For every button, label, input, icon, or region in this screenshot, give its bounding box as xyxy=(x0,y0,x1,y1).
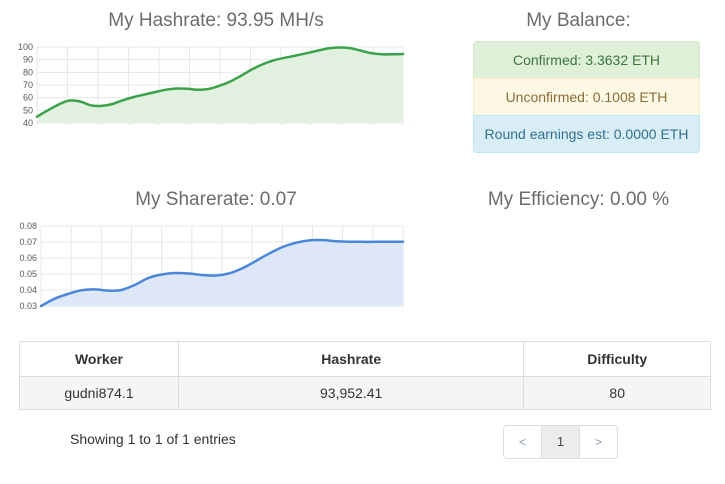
hashrate-panel: My Hashrate: 93.95 MH/s 40 50 60 70 80 90 100 xyxy=(0,0,432,153)
svg-text:0.08: 0.08 xyxy=(19,221,37,231)
efficiency-title: My Efficiency: 0.00 % xyxy=(487,189,670,210)
svg-text:0.06: 0.06 xyxy=(19,253,37,263)
pagination: < 1 > xyxy=(503,425,618,459)
balance-panel: My Balance: Confirmed: 3.3632 ETH Unconf… xyxy=(432,0,725,153)
svg-text:80: 80 xyxy=(23,67,33,77)
svg-text:40: 40 xyxy=(23,118,33,128)
hashrate-chart: 40 50 60 70 80 90 100 xyxy=(18,42,405,128)
efficiency-panel: My Efficiency: 0.00 % xyxy=(432,179,725,312)
workers-table: Worker Hashrate Difficulty gudni874.1 93… xyxy=(19,341,711,410)
column-header-worker[interactable]: Worker xyxy=(19,341,179,377)
balance-round-earnings: Round earnings est: 0.0000 ETH xyxy=(473,115,700,153)
svg-text:0.03: 0.03 xyxy=(19,301,37,311)
table-row: gudni874.1 93,952.41 80 xyxy=(19,376,711,410)
svg-text:0.05: 0.05 xyxy=(19,269,37,279)
workers-table-header: Worker Hashrate Difficulty xyxy=(19,341,711,377)
svg-text:50: 50 xyxy=(23,105,33,115)
balance-list: Confirmed: 3.3632 ETH Unconfirmed: 0.100… xyxy=(473,41,700,153)
worker-hashrate-cell: 93,952.41 xyxy=(177,376,525,410)
table-info-text: Showing 1 to 1 of 1 entries xyxy=(70,431,236,447)
svg-text:70: 70 xyxy=(23,80,33,90)
pagination-prev-button[interactable]: < xyxy=(503,425,542,459)
svg-text:0.07: 0.07 xyxy=(19,237,37,247)
svg-text:60: 60 xyxy=(23,93,33,103)
worker-difficulty-cell: 80 xyxy=(523,376,711,410)
sharerate-title: My Sharerate: 0.07 xyxy=(135,189,297,210)
sharerate-panel: My Sharerate: 0.07 0.03 0.04 0.05 0.06 0.07 0… xyxy=(0,179,432,312)
balance-title: My Balance: xyxy=(526,10,631,31)
column-header-difficulty[interactable]: Difficulty xyxy=(523,341,711,377)
pagination-next-button[interactable]: > xyxy=(579,425,618,459)
svg-text:90: 90 xyxy=(23,55,33,65)
balance-unconfirmed: Unconfirmed: 0.1008 ETH xyxy=(473,78,700,116)
top-row: My Hashrate: 93.95 MH/s 40 50 60 70 80 90 100 … xyxy=(0,0,725,153)
table-footer: Showing 1 to 1 of 1 entries < 1 > xyxy=(0,425,725,459)
pagination-page-1-button[interactable]: 1 xyxy=(541,425,580,459)
hashrate-title: My Hashrate: 93.95 MH/s xyxy=(108,10,324,31)
svg-text:100: 100 xyxy=(18,42,33,52)
second-row: My Sharerate: 0.07 0.03 0.04 0.05 0.06 0.07 0… xyxy=(0,179,725,312)
column-header-hashrate[interactable]: Hashrate xyxy=(177,341,525,377)
sharerate-chart: 0.03 0.04 0.05 0.06 0.07 0.08 xyxy=(19,221,405,311)
svg-text:0.04: 0.04 xyxy=(19,285,37,295)
worker-name-cell: gudni874.1 xyxy=(19,376,179,410)
balance-confirmed: Confirmed: 3.3632 ETH xyxy=(473,41,700,79)
